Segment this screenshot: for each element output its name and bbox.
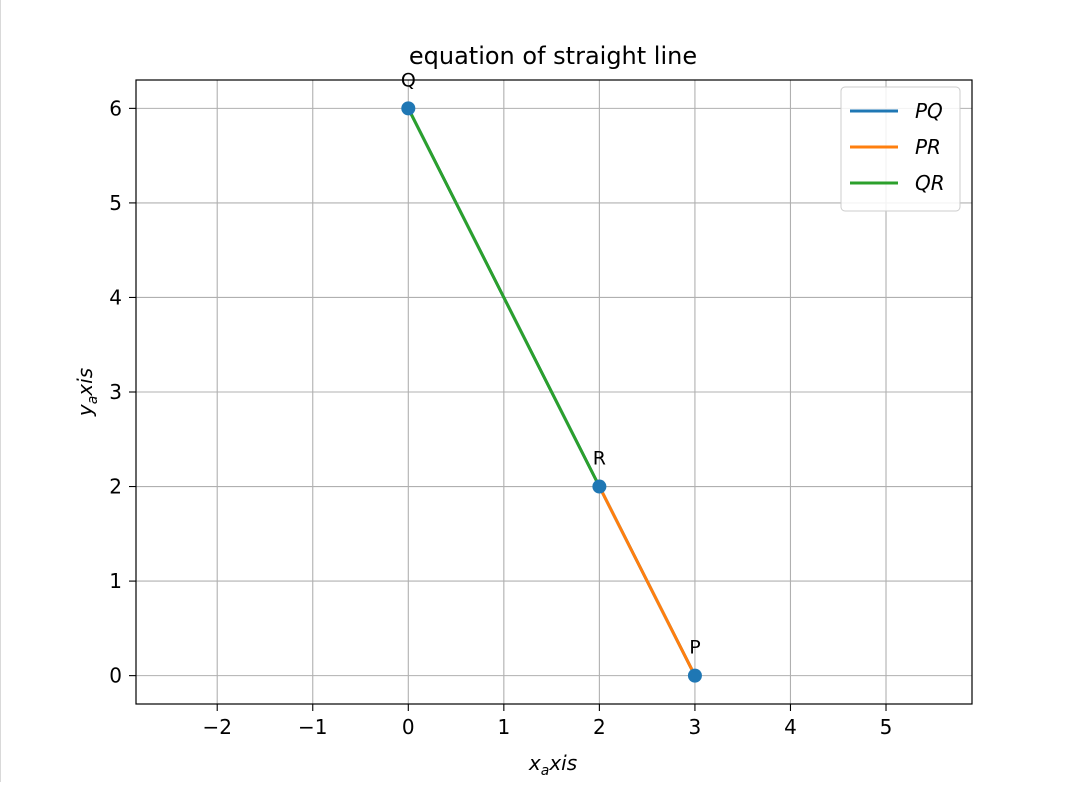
series-lines	[406, 106, 697, 678]
point-p-label: P	[689, 637, 700, 659]
y-axis-label: yaxis	[73, 368, 101, 417]
x-tick-label: 3	[689, 715, 702, 739]
legend: PQ PR QR	[840, 86, 961, 212]
left-edge-border	[0, 0, 1, 782]
legend-label-pr: PR	[915, 135, 941, 159]
y-tick-label: 5	[109, 191, 122, 215]
legend-box	[840, 86, 961, 212]
axis-ticks: −2 −1 0 1 2 3 4 5 0 1 2 3 4 5 6	[109, 96, 892, 739]
series-line-pr	[597, 484, 697, 678]
y-tick-label: 6	[109, 96, 122, 120]
y-tick-label: 3	[109, 380, 122, 404]
x-tick-label: 4	[784, 715, 797, 739]
x-axis-label: xaxis	[528, 751, 577, 779]
x-tick-label: −1	[298, 715, 327, 739]
x-tick-label: 5	[880, 715, 893, 739]
x-tick-label: 1	[497, 715, 510, 739]
y-tick-label: 1	[109, 569, 122, 593]
point-r-label: R	[593, 448, 606, 470]
series-line-qr	[406, 106, 602, 489]
data-points: PQR	[401, 69, 702, 683]
chart-title: equation of straight line	[409, 42, 697, 70]
point-p-marker	[687, 668, 702, 683]
y-tick-label: 2	[109, 475, 122, 499]
point-r-marker	[592, 479, 607, 494]
legend-label-qr: QR	[915, 171, 945, 195]
grid	[136, 80, 972, 704]
point-q-marker	[401, 101, 416, 116]
x-tick-label: −2	[202, 715, 231, 739]
x-tick-label: 0	[402, 715, 415, 739]
y-tick-label: 0	[109, 664, 122, 688]
y-tick-label: 4	[109, 285, 122, 309]
x-tick-label: 2	[593, 715, 606, 739]
legend-label-pq: PQ	[915, 99, 943, 123]
